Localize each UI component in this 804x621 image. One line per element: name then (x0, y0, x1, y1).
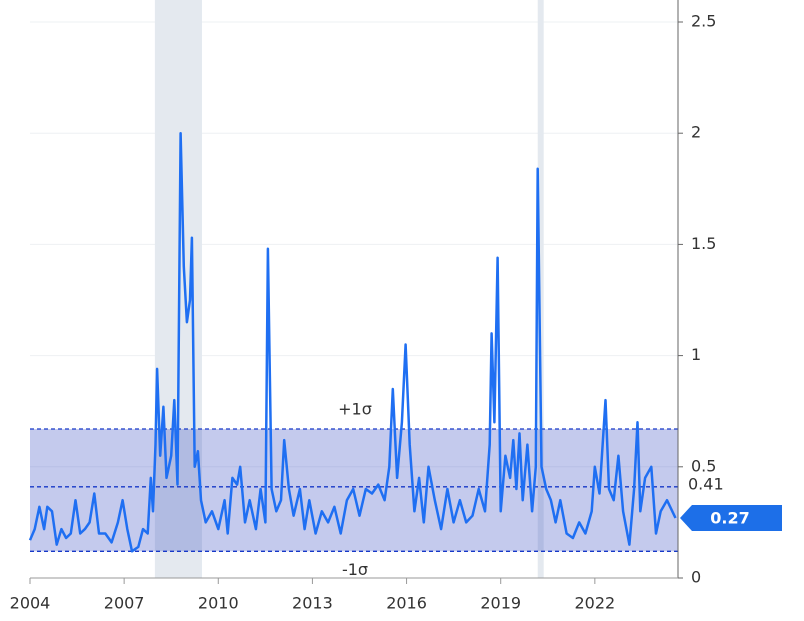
y-tick-label: 2 (691, 123, 701, 142)
x-tick-label: 2004 (10, 594, 51, 613)
mean-label: 0.41 (688, 474, 724, 493)
last-value-label: 0.27 (710, 508, 749, 527)
x-tick-label: 2022 (574, 594, 615, 613)
recession-shade (537, 0, 544, 578)
y-tick-label: 0.5 (691, 456, 716, 475)
x-tick-label: 2019 (480, 594, 521, 613)
y-tick-label: 1.5 (691, 234, 716, 253)
x-tick-label: 2013 (292, 594, 333, 613)
band-label: +1σ (338, 399, 372, 418)
band-label: -1σ (342, 560, 368, 579)
x-tick-label: 2016 (386, 594, 427, 613)
y-tick-label: 1 (691, 345, 701, 364)
data-line (28, 131, 677, 553)
x-tick-label: 2007 (104, 594, 145, 613)
x-tick-label: 2010 (198, 594, 239, 613)
y-tick-label: 2.5 (691, 12, 716, 31)
y-tick-label: 0 (691, 568, 701, 587)
last-value-badge (680, 504, 782, 531)
